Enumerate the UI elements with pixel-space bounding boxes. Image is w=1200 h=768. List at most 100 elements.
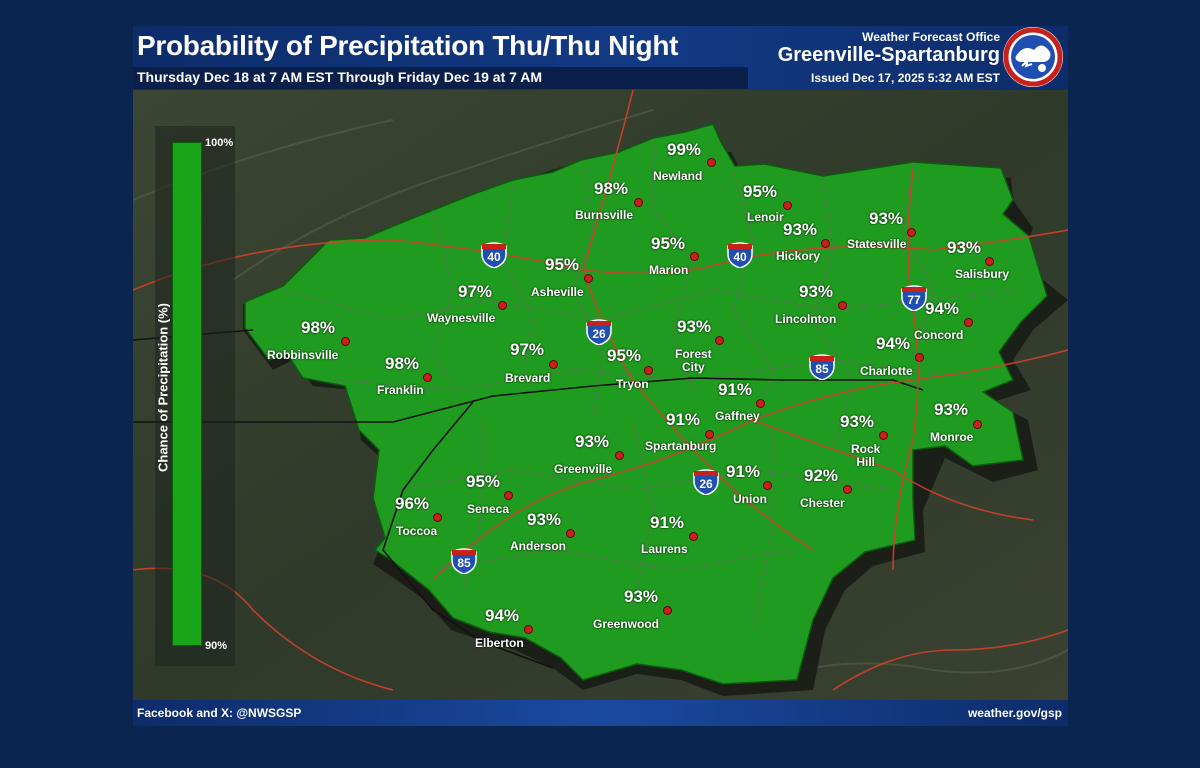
- location-name: Statesville: [847, 237, 907, 251]
- legend-title: Chance of Precipitation (%): [155, 302, 171, 473]
- interstate-number: 26: [699, 477, 713, 491]
- location-pop-value: 95%: [651, 234, 686, 253]
- location-name: Greenwood: [593, 617, 660, 631]
- location-pop-value: 96%: [395, 494, 430, 513]
- location-pop-value: 99%: [667, 140, 702, 159]
- location-name: Spartanburg: [645, 439, 717, 453]
- issued-time: Issued Dec 17, 2025 5:32 AM EST: [811, 71, 1000, 85]
- location-pop-value: 95%: [466, 472, 501, 491]
- location-name: Greenville: [554, 462, 613, 476]
- location-pop-value: 98%: [385, 354, 420, 373]
- location-name: Chester: [800, 496, 845, 510]
- interstate-number: 26: [592, 327, 606, 341]
- location-name: Forest City: [675, 347, 712, 374]
- city-marker: [644, 366, 653, 375]
- office-name: Greenville-Spartanburg: [777, 44, 1000, 66]
- city-marker: [705, 430, 714, 439]
- interstate-shield-icon: 40: [480, 240, 508, 269]
- location-pop-value: 93%: [840, 412, 875, 431]
- location-pop-value: 93%: [799, 282, 834, 301]
- city-marker: [433, 513, 442, 522]
- interstate-shield-icon: 26: [692, 467, 720, 496]
- interstate-number: 77: [907, 293, 921, 307]
- location-name: Robbinsville: [267, 348, 339, 362]
- city-marker: [907, 228, 916, 237]
- location-name: Elberton: [475, 636, 524, 650]
- map-title: Probability of Precipitation Thu/Thu Nig…: [137, 30, 679, 61]
- location-pop-value: 98%: [301, 318, 336, 337]
- forecast-map: 100% 90% Chance of Precipitation (%) 40 …: [133, 90, 1068, 700]
- city-marker: [498, 301, 507, 310]
- city-marker: [584, 274, 593, 283]
- city-marker: [843, 485, 852, 494]
- location-pop-value: 98%: [594, 179, 629, 198]
- nws-logo-icon: [1003, 27, 1063, 87]
- city-marker: [634, 198, 643, 207]
- city-marker: [524, 625, 533, 634]
- city-marker: [763, 481, 772, 490]
- location-pop-value: 95%: [545, 255, 580, 274]
- city-marker: [964, 318, 973, 327]
- interstate-number: 85: [457, 556, 471, 570]
- location-pop-value: 94%: [925, 299, 960, 318]
- location-name: Waynesville: [427, 311, 496, 325]
- location-name: Hickory: [776, 249, 821, 263]
- location-name: Anderson: [510, 539, 567, 553]
- city-marker: [615, 451, 624, 460]
- location-name: Asheville: [531, 285, 584, 299]
- social-handle: Facebook and X: @NWSGSP: [137, 706, 302, 720]
- city-marker: [973, 420, 982, 429]
- interstate-shield-icon: 85: [808, 352, 836, 381]
- interstate-shield-icon: 77: [900, 283, 928, 312]
- location-pop-value: 95%: [743, 182, 778, 201]
- location-pop-value: 93%: [624, 587, 659, 606]
- map-graphic: Probability of Precipitation Thu/Thu Nig…: [133, 26, 1068, 726]
- location-pop-value: 91%: [666, 410, 701, 429]
- location-name: Marion: [649, 263, 689, 277]
- city-marker: [690, 252, 699, 261]
- city-marker: [879, 431, 888, 440]
- location-name: Charlotte: [860, 364, 913, 378]
- map-subtitle: Thursday Dec 18 at 7 AM EST Through Frid…: [137, 69, 543, 85]
- location-name: Brevard: [505, 371, 551, 385]
- city-marker: [707, 158, 716, 167]
- city-marker: [985, 257, 994, 266]
- location-pop-value: 93%: [869, 209, 904, 228]
- interstate-number: 40: [487, 250, 501, 264]
- footer-banner: Facebook and X: @NWSGSP weather.gov/gsp: [133, 700, 1068, 726]
- subtitle-bar: Thursday Dec 18 at 7 AM EST Through Frid…: [133, 67, 748, 89]
- location-name: Toccoa: [396, 524, 438, 538]
- city-marker: [783, 201, 792, 210]
- city-marker: [821, 239, 830, 248]
- location-pop-value: 97%: [458, 282, 493, 301]
- interstate-shield-icon: 85: [450, 546, 478, 575]
- legend-max-label: 100%: [205, 137, 234, 149]
- header-banner: Probability of Precipitation Thu/Thu Nig…: [133, 26, 1068, 90]
- location-pop-value: 93%: [575, 432, 610, 451]
- location-name: Lenoir: [747, 210, 784, 224]
- location-name: Newland: [653, 169, 703, 183]
- location-pop-value: 93%: [934, 400, 969, 419]
- location-pop-value: 91%: [726, 462, 761, 481]
- location-name: Union: [733, 492, 767, 506]
- location-name: Franklin: [377, 383, 424, 397]
- legend-min-label: 90%: [205, 640, 228, 652]
- location-name: Concord: [914, 328, 964, 342]
- location-pop-value: 94%: [485, 606, 520, 625]
- office-label: Weather Forecast Office: [862, 30, 1000, 44]
- legend-color-bar: [172, 142, 202, 646]
- city-marker: [566, 529, 575, 538]
- location-pop-value: 93%: [527, 510, 562, 529]
- location-name: Lincolnton: [775, 312, 837, 326]
- city-marker: [715, 336, 724, 345]
- location-pop-value: 91%: [718, 380, 753, 399]
- location-name: Rock Hill: [851, 442, 881, 469]
- interstate-shield-icon: 26: [585, 317, 613, 346]
- location-pop-value: 91%: [650, 513, 685, 532]
- interstate-shield-icon: 40: [726, 240, 754, 269]
- city-marker: [689, 532, 698, 541]
- location-pop-value: 92%: [804, 466, 839, 485]
- location-name: Seneca: [467, 502, 510, 516]
- location-pop-value: 94%: [876, 334, 911, 353]
- city-marker: [341, 337, 350, 346]
